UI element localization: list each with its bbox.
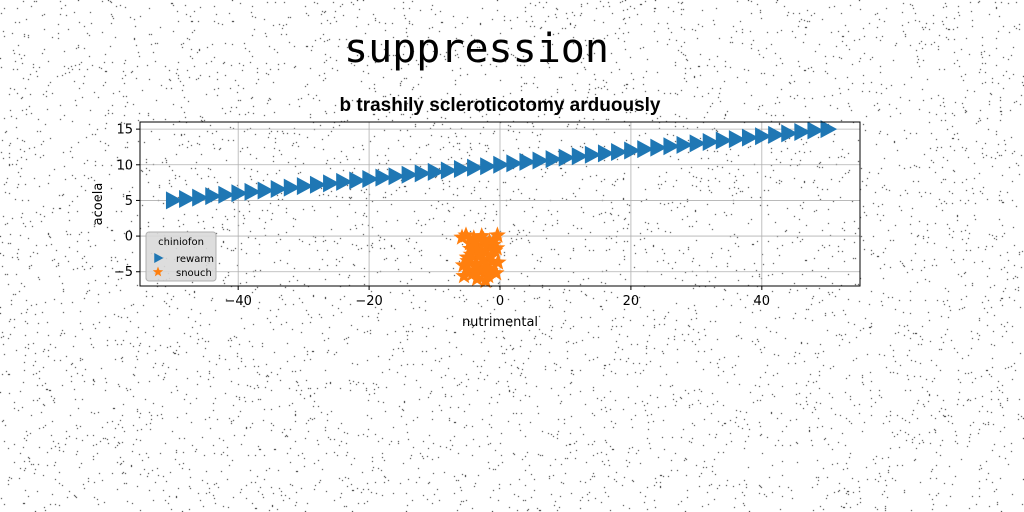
data-point-snouch — [459, 252, 477, 269]
data-point-rewarm — [611, 142, 628, 161]
data-point-snouch — [487, 264, 505, 281]
data-point-rewarm — [480, 157, 497, 176]
x-tick-label: 0 — [496, 294, 504, 309]
data-point-rewarm — [427, 162, 445, 181]
data-point-rewarm — [493, 155, 510, 174]
data-point-rewarm — [624, 141, 641, 160]
data-point-rewarm — [519, 152, 537, 171]
data-point-snouch — [453, 228, 471, 245]
data-point-rewarm — [257, 181, 275, 200]
data-point-snouch — [488, 226, 506, 243]
data-point-snouch — [472, 244, 490, 261]
data-point-rewarm — [768, 125, 785, 144]
x-axis-label: nutrimental — [462, 315, 538, 330]
data-point-rewarm — [781, 124, 798, 143]
legend-marker-snouch — [152, 266, 164, 277]
x-tick-label: −40 — [224, 294, 251, 309]
data-point-rewarm — [597, 144, 615, 163]
data-point-rewarm — [244, 182, 262, 201]
data-point-snouch — [475, 230, 493, 247]
data-point-rewarm — [650, 138, 667, 157]
data-point-rewarm — [506, 154, 523, 173]
x-tick-label: −20 — [355, 294, 382, 309]
data-point-rewarm — [309, 175, 327, 194]
y-tick-label: 10 — [116, 158, 133, 173]
data-point-snouch — [481, 232, 499, 250]
data-point-snouch — [462, 245, 480, 262]
data-point-rewarm — [205, 187, 222, 206]
data-point-snouch — [488, 239, 506, 256]
legend-box — [145, 231, 217, 282]
data-point-rewarm — [192, 188, 209, 207]
data-point-rewarm — [545, 150, 563, 169]
data-point-rewarm — [663, 137, 681, 156]
data-point-rewarm — [440, 161, 458, 180]
data-point-snouch — [473, 227, 491, 244]
figure-suptitle: suppression — [344, 26, 609, 72]
data-point-rewarm — [689, 134, 707, 153]
data-point-snouch — [463, 264, 482, 282]
data-point-rewarm — [388, 167, 406, 186]
data-point-rewarm — [755, 127, 772, 146]
x-tick-label: 40 — [754, 294, 771, 309]
data-point-rewarm — [218, 185, 235, 204]
legend-label-rewarm: rewarm — [176, 254, 214, 265]
data-point-snouch — [465, 233, 483, 250]
data-point-rewarm — [362, 170, 379, 189]
legend-title: chiniofon — [158, 237, 204, 248]
data-point-rewarm — [820, 120, 838, 139]
data-point-rewarm — [375, 168, 393, 187]
data-point-rewarm — [794, 122, 811, 141]
data-point-rewarm — [323, 174, 340, 193]
data-point-rewarm — [807, 121, 825, 140]
data-point-rewarm — [349, 171, 366, 190]
legend-marker-rewarm — [154, 253, 164, 263]
y-tick-label: 15 — [116, 123, 133, 138]
data-point-rewarm — [558, 148, 576, 167]
data-point-snouch — [474, 250, 492, 267]
data-point-snouch — [489, 253, 507, 270]
axis-ticks: −40 −20 0 20 40 −5 0 5 10 15 — [114, 123, 770, 309]
data-point-snouch — [485, 231, 503, 248]
data-point-rewarm — [296, 177, 314, 196]
data-point-rewarm — [179, 190, 196, 209]
data-point-rewarm — [231, 184, 249, 203]
data-point-snouch — [466, 257, 484, 274]
data-point-rewarm — [453, 160, 471, 179]
y-tick-label: 0 — [125, 230, 133, 245]
y-tick-label: 5 — [125, 194, 133, 209]
data-point-rewarm — [715, 131, 733, 150]
data-point-snouch — [477, 272, 495, 289]
data-point-rewarm — [741, 128, 759, 147]
legend-label-snouch: snouch — [176, 268, 212, 279]
data-point-rewarm — [532, 151, 550, 170]
data-point-rewarm — [467, 158, 484, 177]
data-point-rewarm — [165, 191, 183, 210]
x-tick-label: 20 — [623, 294, 640, 309]
y-axis-label: acoela — [91, 183, 106, 226]
legend: chiniofon rewarm snouch — [145, 231, 217, 282]
data-point-snouch — [468, 269, 486, 287]
data-point-rewarm — [728, 130, 746, 149]
series-layer — [165, 120, 838, 289]
data-point-rewarm — [676, 135, 694, 154]
data-point-rewarm — [401, 165, 419, 184]
data-point-rewarm — [571, 147, 589, 166]
data-point-snouch — [454, 256, 472, 273]
data-point-snouch — [457, 226, 475, 243]
data-point-snouch — [460, 261, 478, 278]
data-point-rewarm — [637, 140, 654, 159]
chart-title: b trashily scleroticotomy arduously — [340, 95, 661, 116]
data-point-snouch — [479, 259, 497, 277]
data-point-rewarm — [584, 145, 602, 164]
data-point-rewarm — [336, 172, 353, 191]
data-point-rewarm — [702, 132, 720, 151]
y-tick-label: −5 — [114, 265, 133, 280]
data-point-rewarm — [283, 178, 301, 197]
data-point-rewarm — [270, 180, 288, 199]
data-point-rewarm — [414, 164, 432, 183]
